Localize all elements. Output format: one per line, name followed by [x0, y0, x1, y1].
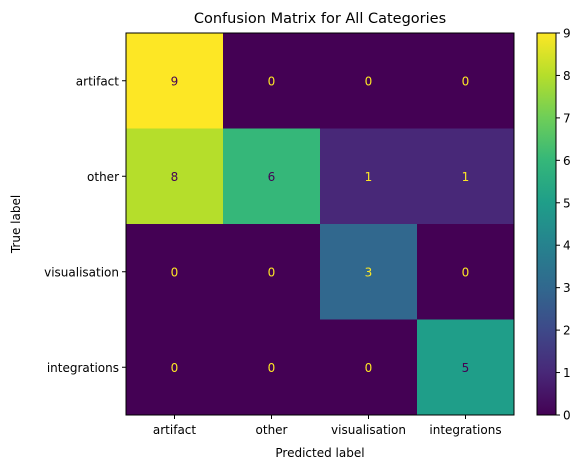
- matrix-cell: [223, 319, 321, 416]
- cell-value-label: 0: [268, 361, 276, 375]
- colorbar-tick-label: 2: [563, 324, 571, 338]
- colorbar-tick-label: 6: [563, 154, 571, 168]
- colorbar-tick-label: 3: [563, 281, 571, 295]
- matrix-cell: [417, 319, 515, 416]
- x-axis-ticks: artifact other visualisation integrations: [153, 415, 502, 437]
- cell-value-label: 5: [462, 361, 470, 375]
- cell-value-label: 1: [365, 170, 373, 184]
- cell-value-label: 0: [365, 74, 373, 88]
- y-tick-label: integrations: [47, 361, 119, 375]
- matrix-cell: [417, 128, 515, 225]
- cell-value-label: 0: [462, 74, 470, 88]
- matrix-cell: [417, 224, 515, 320]
- cell-value-label: 0: [171, 265, 179, 279]
- y-axis-ticks: artifact other visualisation integrations: [44, 74, 126, 375]
- matrix-cell: [320, 128, 418, 225]
- colorbar-tick-label: 8: [563, 69, 571, 83]
- x-tick-label: integrations: [429, 423, 501, 437]
- x-tick-label: visualisation: [331, 423, 406, 437]
- cell-value-label: 0: [365, 361, 373, 375]
- colorbar: [536, 32, 557, 416]
- matrix-frame: [125, 32, 515, 416]
- colorbar-tick-label: 1: [563, 366, 571, 380]
- cell-value-label: 0: [268, 74, 276, 88]
- matrix-cell: [126, 33, 224, 129]
- cell-value-label: 9: [171, 74, 179, 88]
- x-tick-label: other: [256, 423, 288, 437]
- matrix-cell: [126, 224, 224, 320]
- matrix-cells: 9 0 0 0 8 6 1 1 0 0 3 0 0 0 0 5: [126, 33, 515, 416]
- colorbar-tick-label: 4: [563, 239, 571, 253]
- y-tick-label: other: [87, 170, 119, 184]
- colorbar-tick-label: 7: [563, 111, 571, 125]
- y-axis-label: True label: [9, 195, 23, 254]
- matrix-cell: [223, 128, 321, 225]
- chart-title: Confusion Matrix for All Categories: [194, 11, 446, 27]
- colorbar-ticks: 0 1 2 3 4 5 6 7 8 9: [556, 27, 571, 423]
- matrix-cell: [126, 128, 224, 225]
- y-tick-label: visualisation: [44, 265, 119, 279]
- cell-value-label: 0: [268, 265, 276, 279]
- matrix-cell: [223, 33, 321, 129]
- matrix-cell: [417, 33, 515, 129]
- cell-value-label: 0: [462, 265, 470, 279]
- cell-value-label: 6: [268, 170, 276, 184]
- colorbar-tick-label: 5: [563, 196, 571, 210]
- x-tick-label: artifact: [153, 423, 197, 437]
- cell-value-label: 0: [171, 361, 179, 375]
- cell-value-label: 1: [462, 170, 470, 184]
- matrix-cell: [320, 319, 418, 416]
- matrix-cell: [223, 224, 321, 320]
- cell-value-label: 3: [365, 265, 373, 279]
- colorbar-tick-label: 0: [563, 409, 571, 423]
- matrix-cell: [320, 224, 418, 320]
- matrix-cell: [320, 33, 418, 129]
- colorbar-tick-label: 9: [563, 27, 571, 41]
- y-tick-label: artifact: [76, 74, 120, 88]
- matrix-cell: [126, 319, 224, 416]
- x-axis-label: Predicted label: [275, 446, 364, 460]
- cell-value-label: 8: [171, 170, 179, 184]
